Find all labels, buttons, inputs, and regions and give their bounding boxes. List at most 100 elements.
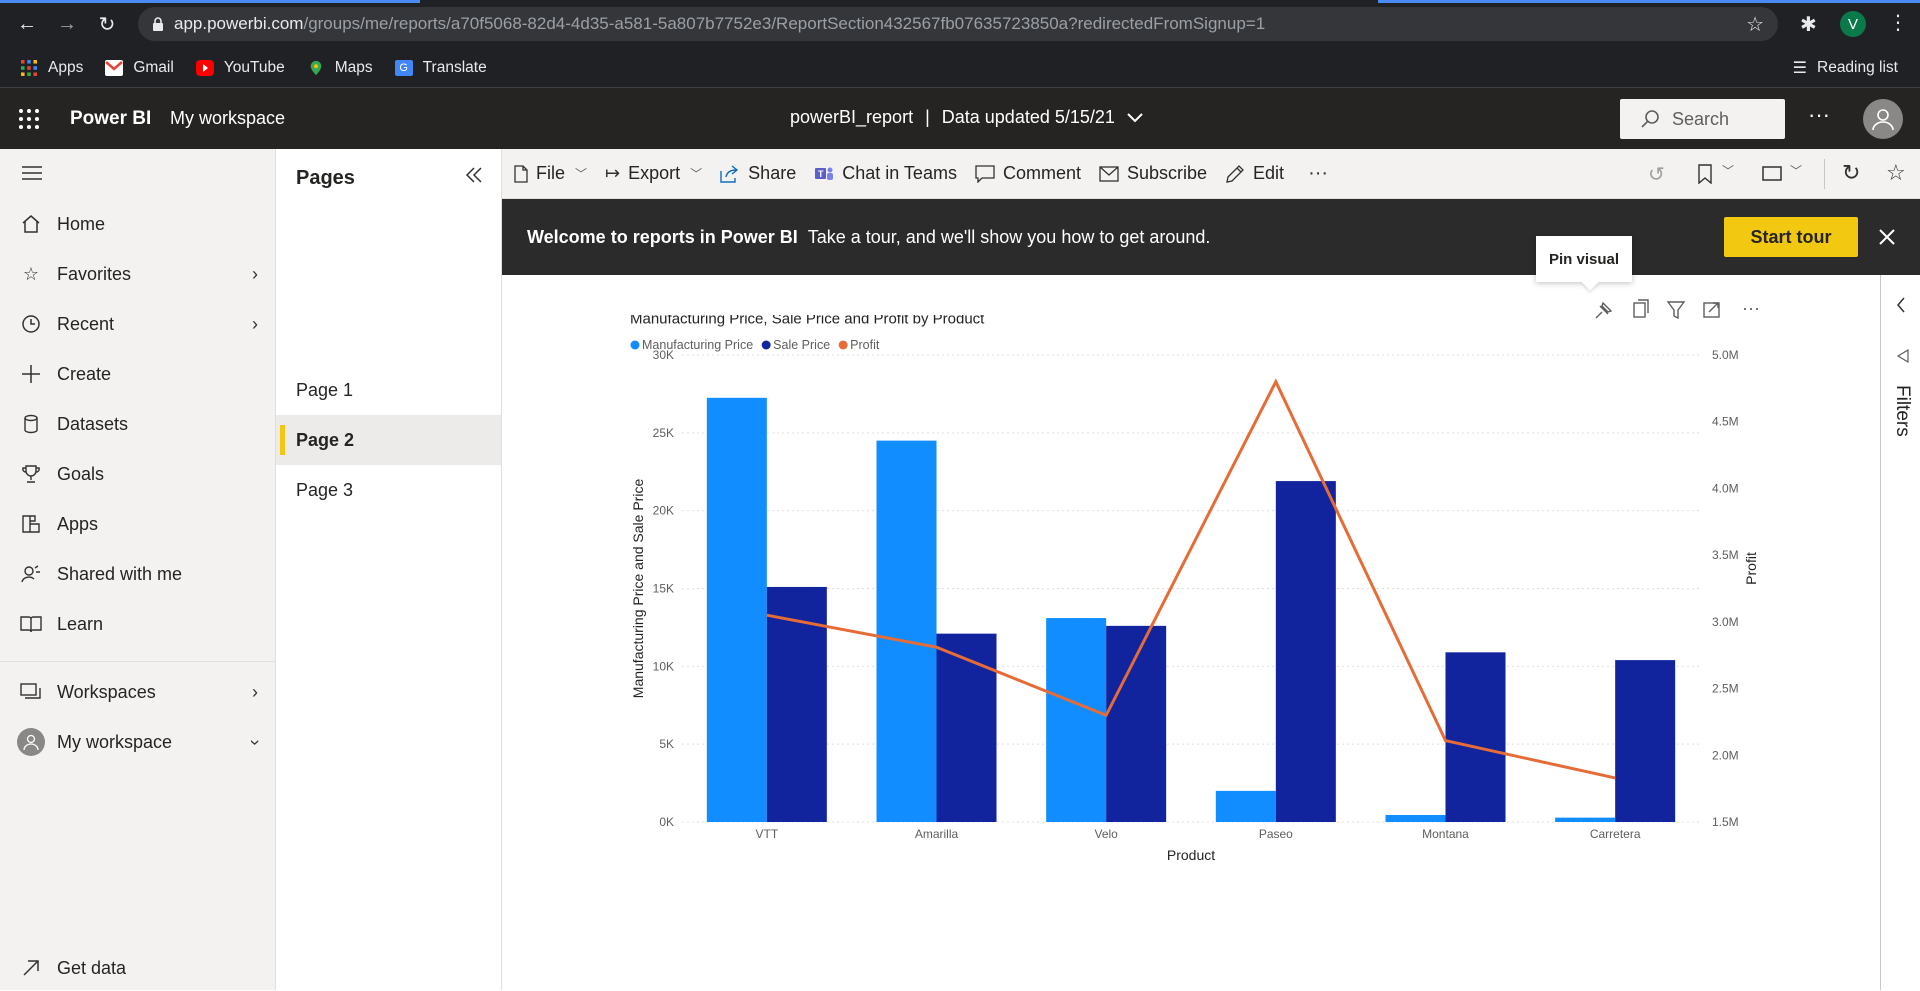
y2-tick-label: 2.5M <box>1712 682 1739 696</box>
nav-goals[interactable]: Goals <box>0 451 276 497</box>
comment-button[interactable]: Comment <box>975 163 1081 184</box>
search-placeholder: Search <box>1672 108 1730 129</box>
nav-favorites[interactable]: ☆ Favorites › <box>0 251 276 297</box>
pages-pane: Pages Page 1 Page 2 Page 3 <box>276 149 502 990</box>
mail-icon <box>1099 165 1119 182</box>
page-tab-2[interactable]: Page 2 <box>276 415 501 465</box>
search-input[interactable]: Search <box>1620 99 1785 139</box>
nav-apps[interactable]: Apps <box>0 501 276 547</box>
database-icon <box>20 413 42 435</box>
filter-icon[interactable] <box>1666 301 1686 320</box>
y2-tick-label: 5.0M <box>1712 348 1739 362</box>
pin-icon[interactable] <box>1595 301 1613 319</box>
chevron-down-icon[interactable]: ﹀ <box>1790 164 1803 178</box>
bookmark-maps[interactable]: Maps <box>307 59 373 77</box>
page-label: Page 3 <box>296 479 354 500</box>
refresh-icon[interactable]: ↻ <box>1842 160 1861 185</box>
nav-label: Shared with me <box>57 563 183 584</box>
edit-button[interactable]: Edit <box>1225 163 1284 184</box>
book-icon <box>20 613 42 635</box>
chart-title: Manufacturing Price, Sale Price and Prof… <box>630 315 985 327</box>
subscribe-button[interactable]: Subscribe <box>1099 163 1207 184</box>
forward-icon[interactable]: → <box>57 12 77 35</box>
nav-datasets[interactable]: Datasets <box>0 401 276 447</box>
url-text: app.powerbi.com/groups/me/reports/a70f50… <box>174 14 1266 33</box>
bar-sale-price <box>1275 481 1336 822</box>
close-icon[interactable] <box>1878 228 1896 246</box>
visual-header: ··· <box>1595 298 1760 320</box>
address-bar[interactable]: app.powerbi.com/groups/me/reports/a70f50… <box>138 7 1778 41</box>
back-icon[interactable]: ← <box>17 12 37 35</box>
nav-my-workspace[interactable]: My workspace › <box>0 719 276 765</box>
reload-icon[interactable]: ↻ <box>98 13 116 36</box>
nav-recent[interactable]: Recent › <box>0 301 276 347</box>
report-name: powerBI_report <box>790 107 914 127</box>
bar-manufacturing-price <box>1215 790 1276 822</box>
workspaces-icon <box>20 681 42 703</box>
y2-axis-title: Profit <box>1743 552 1759 585</box>
bar-manufacturing-price <box>1555 817 1616 822</box>
bookmark-star-icon[interactable]: ☆ <box>1746 13 1764 36</box>
more-options-icon[interactable]: ··· <box>1808 102 1830 127</box>
app-name[interactable]: Power BI <box>70 108 152 129</box>
left-navigation: Home ☆ Favorites › Recent › Create Datas… <box>0 149 276 990</box>
undo-icon[interactable]: ↺ <box>1648 164 1665 186</box>
chevron-down-icon[interactable]: ﹀ <box>1722 164 1735 178</box>
copy-visual-icon[interactable] <box>1633 299 1649 318</box>
home-icon <box>20 213 42 235</box>
nav-workspaces[interactable]: Workspaces › <box>0 669 276 715</box>
nav-learn[interactable]: Learn <box>0 601 276 647</box>
favorite-star-icon[interactable]: ☆ <box>1886 160 1906 185</box>
nav-shared-with-me[interactable]: Shared with me <box>0 551 276 597</box>
browser-menu-icon[interactable]: ⋮ <box>1888 12 1908 34</box>
bookmark-translate[interactable]: G Translate <box>394 59 487 77</box>
share-button[interactable]: Share <box>720 163 796 184</box>
bookmark-gmail[interactable]: Gmail <box>105 59 174 77</box>
focus-mode-icon[interactable] <box>1703 302 1720 318</box>
view-icon[interactable] <box>1762 166 1782 181</box>
apps-icon <box>20 513 42 535</box>
reading-list[interactable]: ☰ Reading list <box>1793 58 1898 78</box>
account-avatar[interactable] <box>1863 99 1903 139</box>
nav-label: Goals <box>57 463 105 484</box>
more-options-icon[interactable]: ··· <box>1742 298 1760 318</box>
page-tab-1[interactable]: Page 1 <box>276 365 501 415</box>
nav-create[interactable]: Create <box>0 351 276 397</box>
nav-label: Workspaces <box>57 681 156 702</box>
arrow-up-right-icon <box>20 957 42 979</box>
x-tick-label: Carretera <box>1590 827 1641 841</box>
y2-tick-label: 1.5M <box>1712 815 1739 829</box>
banner-title: Welcome to reports in Power BI <box>527 226 798 247</box>
extensions-icon[interactable]: ✱ <box>1800 14 1817 36</box>
page-tab-3[interactable]: Page 3 <box>276 465 501 515</box>
x-tick-label: Montana <box>1422 827 1469 841</box>
start-tour-button[interactable]: Start tour <box>1724 217 1858 257</box>
workspace-breadcrumb[interactable]: My workspace <box>170 108 286 128</box>
chat-in-teams-button[interactable]: T Chat in Teams <box>814 163 957 184</box>
y-tick-label: 30K <box>653 348 674 362</box>
hamburger-menu-icon[interactable] <box>22 165 42 181</box>
report-title-dropdown[interactable]: powerBI_report | Data updated 5/15/21 <box>790 107 1143 128</box>
nav-home[interactable]: Home <box>0 201 276 247</box>
nav-label: Create <box>57 363 112 384</box>
collapse-pane-icon[interactable] <box>464 165 484 185</box>
chevron-left-icon[interactable] <box>1896 297 1906 313</box>
app-launcher-icon[interactable] <box>18 108 40 130</box>
bookmark-youtube[interactable]: YouTube <box>195 59 285 77</box>
chevron-right-icon: › <box>252 263 258 284</box>
bookmark-apps[interactable]: Apps <box>20 59 83 77</box>
y-axis-title: Manufacturing Price and Sale Price <box>630 479 646 699</box>
reading-list-icon: ☰ <box>1792 59 1807 77</box>
filters-pane[interactable]: Filters <box>1880 275 1920 990</box>
file-icon <box>514 164 528 183</box>
nav-label: Apps <box>57 513 99 534</box>
combo-chart[interactable]: Manufacturing Price, Sale Price and Prof… <box>502 315 1880 955</box>
bookmark-icon[interactable] <box>1698 164 1712 184</box>
export-menu[interactable]: ↦ Export ﹀ <box>605 163 702 184</box>
nav-get-data[interactable]: Get data <box>0 945 276 991</box>
more-options-icon[interactable]: ··· <box>1308 162 1329 184</box>
profit-line <box>766 378 1616 780</box>
bookmark-label: Maps <box>334 58 373 76</box>
file-menu[interactable]: File ﹀ <box>514 163 587 184</box>
profile-avatar[interactable]: V <box>1840 11 1866 37</box>
